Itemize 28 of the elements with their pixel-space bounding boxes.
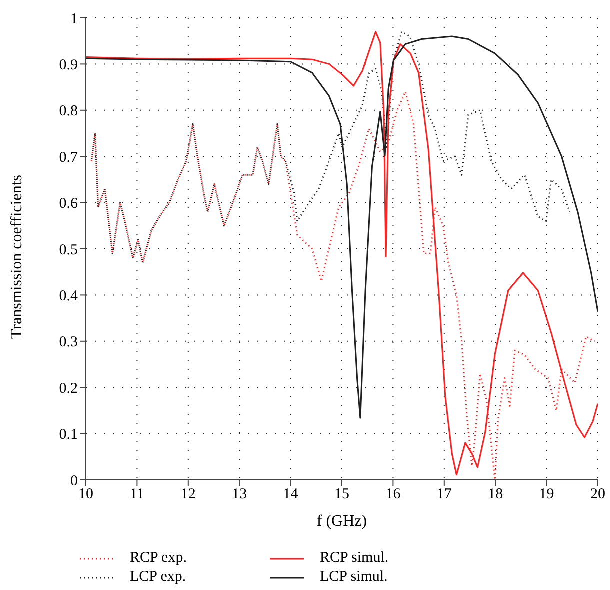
x-axis-title: f (GHz): [316, 513, 368, 530]
x-tick-label: 18: [488, 486, 504, 503]
y-tick-label: 0.2: [59, 380, 78, 397]
x-tick-label: 19: [539, 486, 554, 503]
y-tick-label: 0.5: [59, 242, 78, 258]
y-tick-label: 0.8: [59, 104, 78, 120]
x-tick-label: 10: [78, 486, 94, 503]
y-tick-label: 0.6: [59, 196, 78, 212]
y-tick-label: 0.9: [59, 58, 78, 74]
y-tick-label: 0.4: [59, 288, 78, 305]
y-axis-title: Transmission coefficients: [8, 175, 26, 339]
x-tick-label: 14: [283, 486, 299, 503]
legend-label: LCP simul.: [320, 569, 388, 586]
x-tick-label: 16: [386, 486, 402, 503]
legend-label: RCP exp.: [130, 550, 187, 567]
x-tick-label: 17: [436, 486, 452, 503]
y-tick-label: 0.7: [59, 150, 78, 166]
x-tick-label: 20: [590, 486, 606, 503]
x-tick-label: 15: [334, 486, 350, 503]
y-tick-label: 0: [70, 473, 78, 490]
x-tick-label: 12: [180, 486, 196, 503]
legend-label: LCP exp.: [130, 569, 186, 586]
x-tick-label: 13: [232, 486, 248, 503]
x-tick-label: 11: [130, 486, 144, 503]
y-tick-label: 1: [70, 11, 78, 28]
legend-label: RCP simul.: [320, 550, 389, 567]
y-tick-label: 0.1: [59, 427, 78, 444]
y-tick-label: 0.3: [59, 334, 78, 351]
